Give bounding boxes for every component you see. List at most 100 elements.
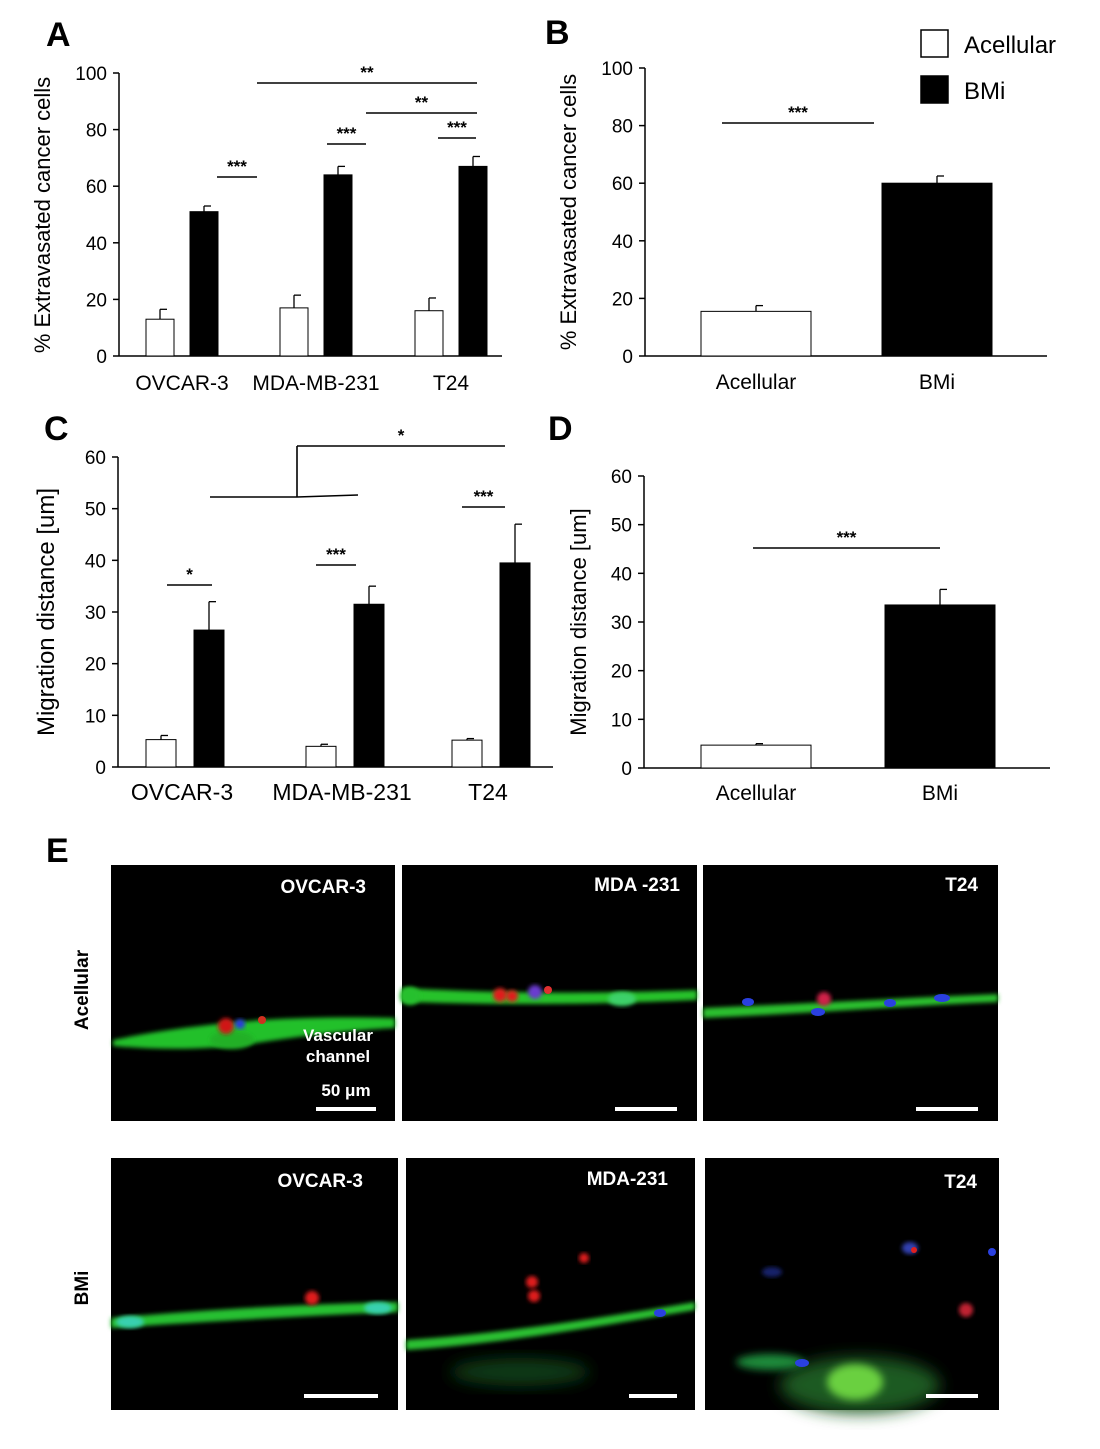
vessel-bulge [400, 987, 420, 1005]
micrograph-background [703, 865, 998, 1121]
scale-bar-label: 50 μm [321, 1081, 370, 1100]
chart-b: 0 20 40 60 80 100 % Extravasated cancer cells A… [556, 59, 1047, 394]
cell-nucleus [884, 999, 896, 1007]
legend-swatch-bmi [920, 75, 949, 104]
bar-acellular [145, 318, 175, 357]
legend-swatch-acellular [920, 29, 949, 58]
y-axis-title: Migration distance [um] [33, 488, 60, 736]
cancer-cell-fragment [911, 1247, 917, 1253]
x-category-label: T24 [468, 779, 508, 805]
significance-label: *** [837, 528, 857, 547]
y-tick-label: 40 [85, 551, 106, 572]
y-tick-label: 40 [612, 232, 633, 253]
bar-bmi [499, 562, 531, 768]
cell-nucleus [811, 1008, 825, 1016]
cancer-cell [528, 985, 542, 999]
cancer-cell [218, 1018, 234, 1034]
micrograph-bmi-t24: T24 [705, 1158, 999, 1413]
vessel-channel [406, 1302, 695, 1350]
scale-bar [629, 1394, 677, 1398]
bar-bmi [884, 604, 996, 769]
y-tick-label: 50 [85, 500, 106, 521]
bar-acellular [414, 310, 444, 357]
significance-label: *** [788, 103, 808, 122]
vessel-bulge [210, 1031, 254, 1049]
y-tick-label: 50 [611, 516, 632, 537]
panel-letter-b: B [545, 14, 570, 52]
bar-bmi [881, 182, 993, 357]
micrograph-label: T24 [945, 875, 978, 896]
cell-nucleus [742, 998, 754, 1006]
y-tick-label: 40 [611, 564, 632, 585]
background-glow [450, 1358, 590, 1386]
x-category-label: MDA-MB-231 [252, 372, 379, 395]
micrograph-background [111, 1158, 398, 1410]
significance-label: *** [474, 487, 494, 506]
scale-bar [316, 1107, 376, 1111]
y-axis-title: Migration distance [um] [566, 508, 591, 735]
micrograph-label: MDA -231 [594, 875, 680, 896]
legend-label-acellular: Acellular [964, 32, 1056, 59]
y-tick-label: 60 [611, 467, 632, 488]
y-tick-label: 0 [622, 347, 633, 368]
cell-nucleus [934, 994, 950, 1002]
y-tick-label: 20 [611, 662, 632, 683]
bar-bmi [458, 165, 488, 357]
cell-nucleus [654, 1309, 666, 1317]
bar-acellular [700, 310, 812, 357]
cancer-cell [506, 990, 518, 1002]
micrograph-panel: Acellular BMi OVCAR-3 Vascular channel 5… [72, 865, 999, 1413]
micrograph-acellular-mda231: MDA -231 [400, 865, 697, 1121]
vessel-channel [111, 1302, 398, 1328]
micrograph-label: T24 [944, 1172, 977, 1193]
y-tick-label: 100 [601, 59, 633, 80]
y-tick-label: 0 [621, 759, 632, 780]
panel-letter-a: A [46, 16, 71, 54]
panel-letter-c: C [44, 410, 69, 448]
chart-d: 0 10 20 30 40 50 60 Migration distance [um] Acel… [566, 467, 1050, 805]
x-category-label: OVCAR-3 [135, 372, 228, 395]
scale-bar [916, 1107, 978, 1111]
cancer-cell-fragment [544, 986, 552, 994]
y-tick-label: 20 [612, 289, 633, 310]
significance-label: ** [360, 63, 374, 82]
vessel-channel [703, 994, 998, 1018]
cell-nucleus [988, 1248, 996, 1256]
significance-label: *** [447, 118, 467, 137]
micrograph-bmi-ovcar3: OVCAR-3 [111, 1158, 398, 1410]
cancer-cell [817, 992, 831, 1006]
micrograph-acellular-t24: T24 [703, 865, 998, 1121]
significance-bracket [296, 494, 359, 498]
y-tick-label: 10 [85, 706, 106, 727]
scale-bar [926, 1394, 978, 1398]
scale-bar [615, 1107, 677, 1111]
y-tick-label: 60 [85, 448, 106, 469]
x-category-label: T24 [433, 372, 470, 395]
y-tick-label: 60 [86, 177, 107, 198]
y-tick-label: 100 [75, 64, 107, 85]
cancer-cell [579, 1253, 589, 1263]
chart-a: 0 20 40 60 80 100 % Extravasated cancer cells O… [30, 63, 502, 395]
x-category-label: OVCAR-3 [131, 779, 233, 805]
y-tick-label: 30 [85, 603, 106, 624]
y-axis-title: % Extravasated cancer cells [30, 77, 55, 353]
bar-acellular [700, 744, 812, 769]
background-glow [827, 1364, 883, 1400]
y-tick-label: 60 [612, 174, 633, 195]
y-tick-label: 10 [611, 710, 632, 731]
x-category-label: BMi [922, 782, 958, 805]
legend-label-bmi: BMi [964, 78, 1005, 105]
vessel-bulge [364, 1302, 392, 1314]
vascular-label-line2: channel [306, 1047, 370, 1066]
vessel-bulge [608, 992, 636, 1006]
significance-label: ** [415, 93, 429, 112]
y-tick-label: 30 [611, 613, 632, 634]
panel-letter-e: E [46, 832, 69, 870]
bar-bmi [353, 603, 385, 768]
micrograph-bmi-mda231: MDA-231 [406, 1158, 695, 1410]
row-label-bmi: BMi [72, 1271, 93, 1306]
bar-acellular [145, 739, 177, 768]
legend: Acellular BMi [920, 29, 1056, 105]
cancer-cell [305, 1291, 319, 1305]
